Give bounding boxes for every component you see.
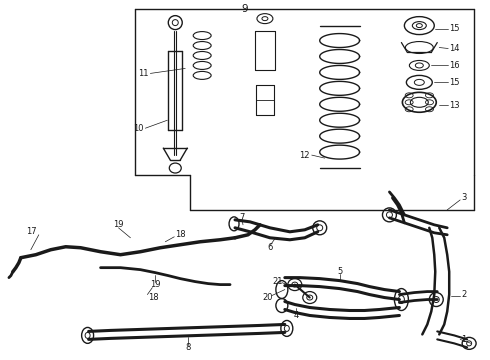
Text: 14: 14 <box>449 44 460 53</box>
Text: 17: 17 <box>26 227 36 236</box>
Text: 19: 19 <box>113 220 124 229</box>
Text: 3: 3 <box>461 193 466 202</box>
Text: 1: 1 <box>461 335 466 344</box>
Text: 16: 16 <box>449 61 460 70</box>
Text: 19: 19 <box>150 280 161 289</box>
Text: 21: 21 <box>272 277 283 286</box>
Text: 5: 5 <box>337 267 342 276</box>
Text: 11: 11 <box>138 69 148 78</box>
Text: 15: 15 <box>449 24 460 33</box>
Text: 4: 4 <box>293 311 298 320</box>
Text: 6: 6 <box>267 243 272 252</box>
Text: 13: 13 <box>449 101 460 110</box>
Text: 15: 15 <box>449 78 460 87</box>
Text: 10: 10 <box>133 124 144 133</box>
Text: 7: 7 <box>239 213 245 222</box>
Text: 18: 18 <box>175 230 186 239</box>
Text: 18: 18 <box>148 293 159 302</box>
Text: 8: 8 <box>186 343 191 352</box>
Text: 2: 2 <box>461 290 466 299</box>
Text: 9: 9 <box>242 4 248 14</box>
Text: 20: 20 <box>263 293 273 302</box>
Text: 12: 12 <box>299 150 310 159</box>
